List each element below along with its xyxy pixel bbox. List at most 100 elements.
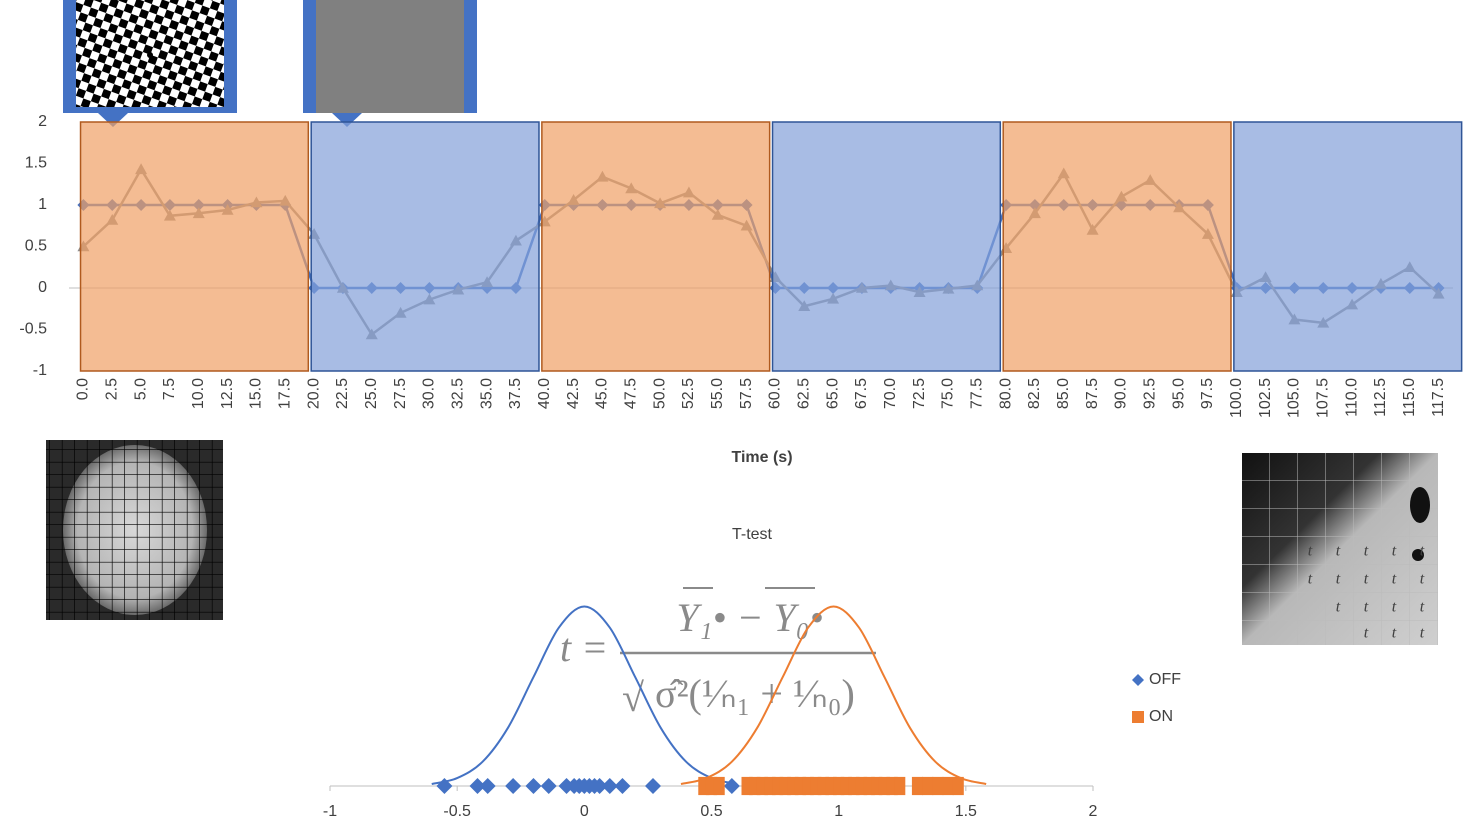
x-tick-label: 112.5 xyxy=(1372,378,1389,417)
density-curve xyxy=(431,605,738,785)
x-tick-label: -1 xyxy=(323,803,337,820)
square-marker xyxy=(932,776,944,796)
x-tick-label: 35.0 xyxy=(478,378,495,409)
x-tick-label: 62.5 xyxy=(795,378,812,409)
chart-title: T-test xyxy=(732,526,773,543)
x-tick-label: 52.5 xyxy=(680,378,697,409)
formula-denominator: σ̂²(¹⁄ₙ₁ + ¹⁄ₙ₀) xyxy=(655,671,855,716)
y-tick-label: 1 xyxy=(38,196,47,213)
stimulus-gray-callout xyxy=(303,0,477,127)
cell-label: t xyxy=(1308,571,1313,588)
square-marker xyxy=(825,776,837,796)
cell-label: t xyxy=(1392,625,1397,642)
cell-label: t xyxy=(1392,599,1397,616)
x-tick-label: 105.0 xyxy=(1286,378,1303,418)
cell-label: t xyxy=(1364,543,1369,560)
x-tick-label: 95.0 xyxy=(1170,378,1187,409)
x-tick-label: 45.0 xyxy=(594,378,611,409)
y-tick-label: 0.5 xyxy=(25,238,47,255)
square-marker xyxy=(810,776,822,796)
t-formula: t = Y₁• − Y₀• √ σ̂²(¹⁄ₙ₁ + ¹⁄ₙ₀) xyxy=(560,587,876,720)
cell-label: t xyxy=(1336,543,1341,560)
density-curve xyxy=(680,605,987,785)
x-tick-label: 1.5 xyxy=(955,803,977,820)
x-tick-label: 37.5 xyxy=(507,378,524,409)
condition-block xyxy=(771,121,1002,372)
x-tick-label: 80.0 xyxy=(997,378,1014,409)
y-tick-label: 0 xyxy=(38,279,47,296)
square-marker xyxy=(871,776,883,796)
x-tick-label: 72.5 xyxy=(911,378,928,409)
x-tick-label: 85.0 xyxy=(1055,378,1072,409)
x-tick-label: 82.5 xyxy=(1026,378,1043,409)
square-marker xyxy=(713,776,725,796)
x-tick-label: 1 xyxy=(834,803,843,820)
x-tick-label: 87.5 xyxy=(1084,378,1101,409)
square-marker xyxy=(886,776,898,796)
x-axis-title: Time (s) xyxy=(731,449,792,466)
cell-label: t xyxy=(1336,571,1341,588)
legend-label: OFF xyxy=(1149,671,1181,688)
formula-lhs: t = xyxy=(560,625,608,670)
square-marker xyxy=(894,776,906,796)
legend-label: ON xyxy=(1149,708,1173,725)
cell-label: t xyxy=(1420,599,1425,616)
x-tick-label: 75.0 xyxy=(940,378,957,409)
x-tick-label: 17.5 xyxy=(276,378,293,409)
x-tick-label: 32.5 xyxy=(449,378,466,409)
x-tick-label: 92.5 xyxy=(1141,378,1158,409)
x-tick-label: 60.0 xyxy=(767,378,784,409)
square-marker xyxy=(741,776,753,796)
square-marker xyxy=(794,776,807,796)
x-tick-label: 97.5 xyxy=(1199,378,1216,409)
square-marker xyxy=(863,776,875,796)
cell-label: t xyxy=(1392,543,1397,560)
x-tick-label: 12.5 xyxy=(219,378,236,409)
diamond-marker xyxy=(614,778,631,794)
brain-zoom-image: t t t t tt t t t tt t t tt t t xyxy=(1242,453,1438,645)
square-marker xyxy=(749,776,761,796)
cell-label: t xyxy=(1364,571,1369,588)
x-tick-label: 90.0 xyxy=(1113,378,1130,409)
x-tick-label: 0.0 xyxy=(75,378,92,400)
x-tick-label: -0.5 xyxy=(443,803,471,820)
y-tick-label: -0.5 xyxy=(19,321,47,338)
square-marker xyxy=(698,776,710,796)
condition-block xyxy=(541,121,771,372)
x-tick-label: 2 xyxy=(1089,803,1098,820)
legend-marker xyxy=(1132,674,1144,686)
x-tick-label: 67.5 xyxy=(853,378,870,409)
legend-marker xyxy=(1132,711,1144,723)
x-tick-label: 115.0 xyxy=(1401,378,1418,417)
formula-radical: √ xyxy=(622,675,644,720)
square-marker xyxy=(942,776,954,796)
x-tick-label: 0 xyxy=(580,803,589,820)
y-tick-label: 2 xyxy=(38,113,47,130)
diamond-marker xyxy=(540,778,557,794)
diamond-marker xyxy=(525,778,542,794)
square-marker xyxy=(840,776,852,796)
square-marker xyxy=(817,776,830,796)
diamond-marker xyxy=(723,778,740,794)
square-marker xyxy=(772,776,784,796)
square-marker xyxy=(848,776,860,796)
cell-label: t xyxy=(1420,543,1425,560)
cell-label: t xyxy=(1420,625,1425,642)
x-tick-label: 42.5 xyxy=(565,378,582,409)
y-tick-label: -1 xyxy=(33,362,47,379)
square-marker xyxy=(756,776,768,796)
x-tick-label: 55.0 xyxy=(709,378,726,409)
x-tick-label: 5.0 xyxy=(132,378,149,400)
diamond-marker xyxy=(505,778,522,794)
x-tick-label: 47.5 xyxy=(622,378,639,409)
stimulus-checker-callout xyxy=(63,0,237,127)
x-tick-label: 100.0 xyxy=(1228,378,1245,418)
condition-block xyxy=(1002,121,1232,372)
square-marker xyxy=(787,776,799,796)
diamond-marker xyxy=(601,778,618,794)
diamond-marker xyxy=(436,778,453,794)
cell-label: t xyxy=(1336,599,1341,616)
x-tick-label: 102.5 xyxy=(1257,378,1274,418)
